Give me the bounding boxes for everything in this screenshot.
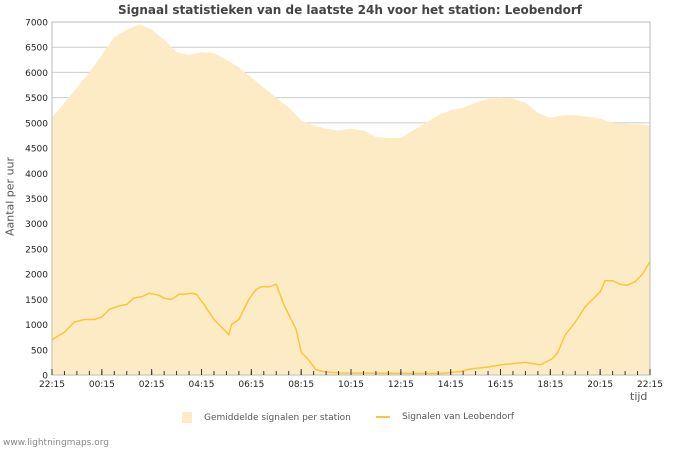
x-tick-label: 04:15 [189, 380, 215, 390]
series-area [52, 24, 650, 375]
x-tick-label: 20:15 [587, 380, 613, 390]
x-tick-label: 06:15 [238, 380, 264, 390]
series-line [51, 261, 651, 375]
y-tick-label: 6500 [25, 44, 48, 54]
x-tick-label: 00:15 [89, 380, 115, 390]
x-axis-label: tijd [630, 390, 648, 403]
legend-item-line[interactable]: Signalen van Leobendorf [376, 412, 514, 422]
y-tick-label: 4500 [25, 145, 48, 155]
y-tick-label: 1000 [25, 321, 48, 331]
y-tick-label: 7000 [25, 19, 48, 29]
legend-item-area[interactable]: Gemiddelde signalen per station [182, 412, 351, 423]
x-tick-label: 18:15 [537, 380, 563, 390]
y-tick-label: 6000 [25, 69, 48, 79]
y-tick-label: 0 [42, 372, 48, 382]
y-tick-label: 500 [31, 346, 48, 356]
legend-swatch-line [376, 416, 390, 418]
y-tick-label: 3500 [25, 195, 48, 205]
y-axis-label: Aantal per uur [3, 156, 17, 237]
legend-swatch-area [182, 412, 192, 423]
chart-title: Signaal statistieken van de laatste 24h … [118, 3, 582, 17]
x-tick-label: 22:15 [39, 380, 65, 390]
x-tick-label: 22:15 [637, 380, 663, 390]
x-tick-label: 10:15 [338, 380, 364, 390]
x-tick-label: 12:15 [388, 380, 414, 390]
legend-label: Signalen van Leobendorf [402, 412, 515, 422]
x-tick-label: 16:15 [488, 380, 514, 390]
y-tick-label: 3000 [25, 220, 48, 230]
y-tick-label: 2000 [25, 271, 48, 281]
y-tick-label: 2500 [25, 245, 48, 255]
y-tick-label: 5000 [25, 119, 48, 129]
credit-text: www.lightningmaps.org [3, 438, 109, 448]
x-tick-label: 14:15 [438, 380, 464, 390]
y-tick-label: 5500 [25, 94, 48, 104]
x-tick-label: 08:15 [288, 380, 314, 390]
y-tick-label: 4000 [25, 170, 48, 180]
x-tick-label: 02:15 [139, 380, 165, 390]
legend-label: Gemiddelde signalen per station [204, 412, 351, 423]
y-tick-label: 1500 [25, 296, 48, 306]
